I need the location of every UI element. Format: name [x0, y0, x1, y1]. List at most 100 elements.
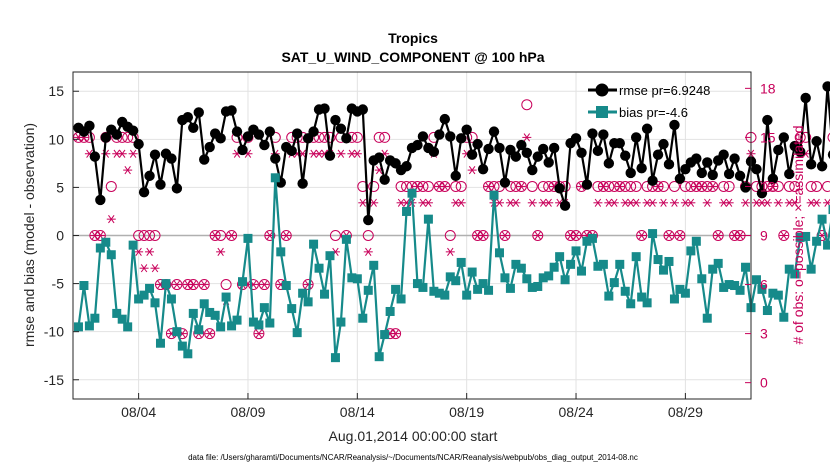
obs-assimilated-marker	[423, 198, 433, 207]
rmse-marker	[259, 139, 270, 151]
rmse-marker	[641, 123, 653, 134]
rmse-marker	[822, 81, 830, 92]
obs-possible-marker	[324, 131, 336, 143]
asterisk-stroke	[244, 149, 252, 158]
y-right-tick-label: 0	[760, 375, 768, 391]
rmse-marker	[816, 161, 828, 172]
rmse-marker	[171, 183, 183, 194]
asterisk-stroke	[173, 280, 181, 289]
rmse-marker	[674, 173, 686, 184]
asterisk-stroke	[616, 182, 623, 191]
bias-marker	[631, 252, 641, 262]
obs-possible-marker	[105, 180, 117, 192]
bias-marker	[161, 279, 171, 289]
obs-assimilated-marker	[533, 231, 543, 240]
rmse-marker	[341, 133, 352, 144]
rmse-marker	[182, 112, 194, 123]
bias-marker	[259, 303, 269, 313]
rmse-marker	[532, 151, 543, 162]
obs-assimilated-marker	[675, 231, 685, 240]
obs-possible-marker	[636, 230, 648, 241]
obs-possible-marker	[411, 180, 423, 192]
obs-assimilated-marker	[336, 149, 346, 158]
asterisk-stroke	[824, 198, 830, 207]
bias-marker	[440, 290, 450, 300]
asterisk-stroke	[217, 247, 224, 256]
obs-assimilated-marker	[484, 182, 494, 191]
bias-marker	[784, 264, 794, 274]
rmse-marker	[204, 141, 215, 153]
obs-possible-marker	[515, 180, 527, 192]
asterisk-stroke	[556, 198, 563, 207]
bias-marker	[166, 294, 176, 304]
asterisk-stroke	[725, 198, 733, 207]
obs-assimilated-marker	[210, 231, 220, 240]
obs-possible-marker	[822, 180, 830, 192]
bias-marker	[336, 317, 346, 327]
bias-marker	[806, 264, 816, 274]
bias-marker	[626, 299, 636, 309]
bias-marker	[232, 315, 242, 325]
bias-marker	[155, 338, 165, 348]
rmse-marker	[428, 146, 440, 158]
rmse-marker	[286, 145, 297, 157]
bias-marker	[145, 283, 155, 293]
rmse-marker	[445, 131, 456, 142]
rmse-marker	[718, 149, 729, 160]
bias-marker	[73, 322, 83, 332]
bias-marker	[248, 317, 258, 327]
obs-possible-marker	[811, 180, 823, 192]
obs-assimilated-marker	[544, 198, 554, 207]
obs-possible-marker	[526, 180, 538, 192]
rmse-marker	[144, 170, 155, 182]
rmse-marker	[111, 129, 122, 140]
bias-marker	[795, 232, 805, 242]
asterisk-stroke	[436, 182, 443, 191]
asterisk-stroke	[622, 198, 629, 207]
asterisk-stroke	[425, 198, 432, 207]
bias-marker	[303, 297, 313, 307]
bias-marker	[254, 320, 264, 330]
obs-possible-marker	[630, 180, 642, 192]
bias-marker	[812, 236, 822, 246]
rmse-marker	[84, 120, 95, 132]
obs-possible-marker	[302, 279, 314, 291]
bias-marker	[724, 280, 734, 290]
rmse-marker	[603, 158, 615, 169]
rmse-marker	[756, 187, 768, 199]
obs-possible-marker	[663, 230, 675, 241]
obs-possible-marker	[362, 230, 374, 241]
bias-marker	[516, 263, 526, 273]
asterisk-stroke	[452, 198, 459, 207]
asterisk-stroke	[501, 231, 509, 240]
obs-assimilated-marker	[724, 198, 734, 207]
asterisk-stroke	[802, 149, 809, 158]
bias-marker	[341, 234, 351, 244]
asterisk-stroke	[108, 215, 115, 224]
asterisk-stroke	[124, 166, 131, 175]
bias-marker	[484, 285, 494, 295]
rmse-marker	[805, 159, 817, 170]
rmse-marker	[576, 147, 587, 158]
obs-possible-marker	[220, 279, 232, 291]
obs-possible-marker	[138, 230, 150, 241]
bias-marker	[593, 261, 603, 271]
rmse-marker	[138, 187, 150, 198]
obs-possible-marker	[707, 180, 719, 192]
asterisk-stroke	[791, 198, 798, 207]
line-layer	[73, 81, 830, 363]
asterisk-stroke	[594, 198, 602, 207]
bias-marker	[221, 292, 231, 302]
legend-bias-label: bias pr=-4.6	[619, 105, 688, 120]
obs-assimilated-marker	[139, 264, 149, 273]
bias-marker	[320, 289, 330, 299]
y-tick-label: 5	[56, 179, 64, 195]
obs-possible-marker	[674, 230, 686, 241]
obs-possible-marker	[264, 230, 276, 241]
asterisk-stroke	[337, 149, 345, 158]
rmse-marker	[89, 151, 101, 162]
rmse-marker	[199, 154, 210, 165]
obs-assimilated-marker	[713, 231, 723, 240]
obs-possible-marker	[133, 230, 145, 241]
bias-marker	[123, 322, 133, 332]
